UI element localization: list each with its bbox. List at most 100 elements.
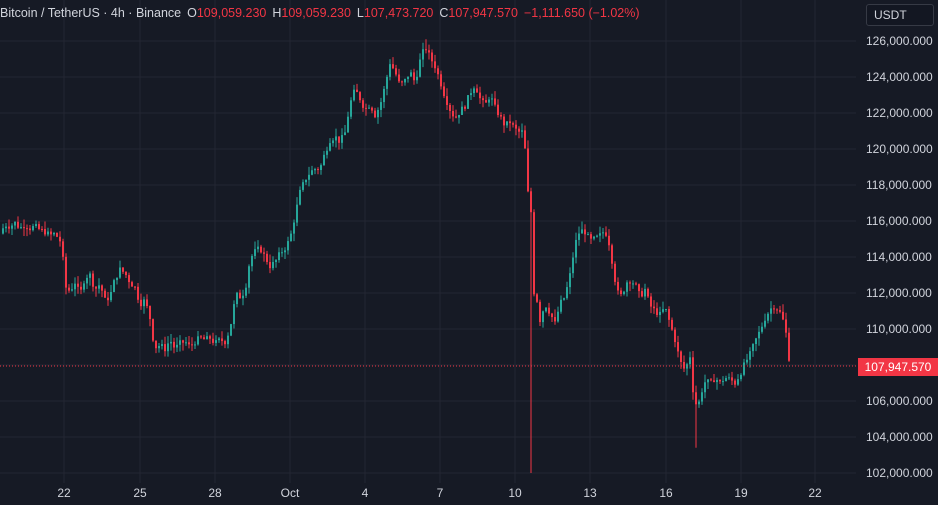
candle-body: [275, 260, 277, 263]
candle-body: [473, 88, 475, 94]
candle-body: [671, 319, 673, 330]
candle-body: [296, 204, 298, 223]
candle-body: [65, 256, 67, 288]
candle-body: [749, 351, 751, 360]
candle-body: [278, 252, 280, 261]
candle-body: [335, 136, 337, 141]
candle-body: [545, 307, 547, 312]
candle-body: [455, 116, 457, 118]
price-tick-label: 102,000.000: [866, 466, 933, 480]
candle-body: [23, 227, 25, 229]
candle-body: [530, 191, 532, 213]
candle-body: [302, 182, 304, 190]
candle-body: [743, 362, 745, 375]
candle-body: [419, 59, 421, 77]
candle-body: [311, 170, 313, 175]
price-tick-label: 120,000.000: [866, 142, 933, 156]
candle-body: [191, 344, 193, 346]
candle-body: [389, 64, 391, 77]
candle-body: [698, 401, 700, 405]
candle-body: [641, 291, 643, 297]
high-value: 109,059.230: [281, 6, 351, 20]
candle-body: [398, 74, 400, 82]
symbol-title[interactable]: Bitcoin / TetherUS · 4h · Binance: [0, 6, 182, 20]
candle-body: [224, 341, 226, 345]
candle-body: [647, 288, 649, 297]
price-tick-label: 122,000.000: [866, 106, 933, 120]
candle-body: [365, 107, 367, 109]
candle-body: [752, 344, 754, 352]
candle-body: [356, 89, 358, 93]
candle-body: [407, 76, 409, 79]
candle-body: [8, 226, 10, 229]
candle-body: [683, 361, 685, 369]
candle-body: [425, 49, 427, 51]
candle-body: [293, 222, 295, 234]
candle-body: [284, 250, 286, 253]
time-tick-label: Oct: [281, 486, 300, 500]
candle-body: [590, 234, 592, 239]
time-axis[interactable]: 22 25 28 Oct 4 7 10 13 16 19 22: [57, 486, 822, 500]
candle-body: [332, 140, 334, 144]
low-value: 107,473.720: [363, 6, 434, 20]
candle-body: [119, 267, 121, 278]
price-tick-label: 118,000.000: [866, 178, 932, 192]
time-tick-label: 7: [437, 486, 444, 500]
candle-body: [146, 299, 148, 307]
candle-body: [260, 246, 262, 253]
candle-body: [725, 378, 727, 382]
candle-body: [131, 282, 133, 287]
candle-body: [239, 292, 241, 299]
candle-body: [584, 229, 586, 235]
candle-body: [197, 336, 199, 345]
candle-body: [17, 221, 19, 228]
candle-body: [158, 346, 160, 349]
candle-body: [497, 104, 499, 116]
candle-body: [116, 277, 118, 281]
candle-body: [164, 344, 166, 352]
candle-body: [461, 106, 463, 115]
candle-body: [518, 128, 520, 132]
candle-body: [707, 379, 709, 383]
candle-body: [185, 342, 187, 344]
candle-body: [578, 233, 580, 240]
candle-body: [20, 227, 22, 229]
candle-body: [635, 283, 637, 285]
candle-body: [563, 298, 565, 300]
candle-body: [272, 262, 274, 269]
candle-body: [704, 382, 706, 393]
currency-button[interactable]: USDT: [866, 4, 934, 26]
candle-body: [194, 344, 196, 346]
candle-body: [53, 232, 55, 235]
candle-body: [104, 290, 106, 298]
candle-body: [83, 283, 85, 290]
open-key: O: [187, 6, 197, 20]
candle-body: [125, 271, 127, 276]
candle-body: [668, 309, 670, 320]
candle-body: [758, 331, 760, 339]
candle-body: [230, 324, 232, 336]
candle-body: [560, 299, 562, 312]
candle-body: [5, 226, 7, 229]
candle-body: [74, 283, 76, 290]
candle-body: [503, 116, 505, 126]
candle-body: [440, 74, 442, 87]
candle-body: [368, 107, 370, 109]
candle-body: [434, 61, 436, 69]
candle-body: [404, 78, 406, 83]
candle-body: [11, 225, 13, 229]
change-value: −1,111.650 (−1.02%): [523, 6, 640, 20]
candle-body: [593, 236, 595, 239]
candle-body: [710, 379, 712, 381]
candle-body: [290, 233, 292, 242]
candle-body: [500, 115, 502, 117]
candle-body: [581, 229, 583, 234]
candle-body: [2, 228, 4, 234]
candle-body: [263, 252, 265, 254]
candle-body: [269, 262, 271, 269]
price-axis[interactable]: 126,000.000 124,000.000 122,000.000 120,000…: [866, 34, 933, 480]
candle-body: [449, 104, 451, 111]
time-tick-label: 13: [583, 486, 597, 500]
